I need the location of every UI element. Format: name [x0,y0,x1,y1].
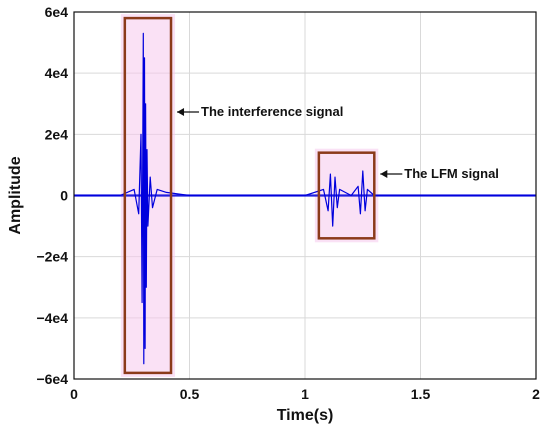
x-axis-title: Time(s) [277,407,334,424]
annotation-arrowhead [177,108,185,116]
y-axis-title: Amplitude [7,156,24,234]
axis-ticks: 0 0.5 1 1.5 2 6e4 4e4 2e4 0 −2e4 −4e4 −6e4 [36,4,540,402]
x-tick-label: 1.5 [411,386,431,402]
y-tick-label: 2e4 [45,126,69,142]
y-tick-label: 6e4 [45,4,69,20]
annotations: The interference signal The LFM signal [123,16,499,375]
y-tick-label: 4e4 [45,65,69,81]
annotation-arrowhead [380,170,388,178]
x-tick-label: 2 [532,386,540,402]
y-tick-label: −4e4 [36,310,68,326]
highlight-box [317,151,376,240]
annotation-label: The interference signal [201,104,343,119]
highlight-box [123,16,173,375]
plot-frame [73,11,537,380]
y-tick-label: −6e4 [36,371,68,387]
y-tick-label: 0 [60,188,68,204]
y-tick-label: −2e4 [36,249,68,265]
x-tick-label: 0.5 [180,386,200,402]
x-tick-label: 1 [301,386,309,402]
annotation-label: The LFM signal [404,166,499,181]
signal-trace [74,32,536,365]
x-tick-label: 0 [70,386,78,402]
